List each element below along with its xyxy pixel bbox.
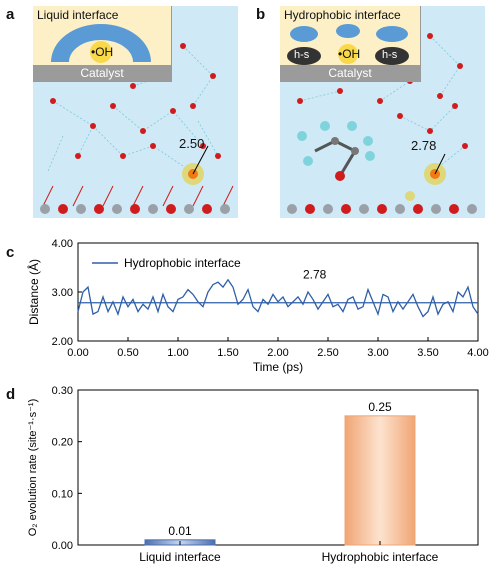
- hs-label-right: h-s: [382, 49, 398, 61]
- species-label-a: •OH: [91, 45, 114, 59]
- inset-hydrophobic: Hydrophobic interface h-s h-s •OH Cataly…: [280, 6, 421, 82]
- y-axis-label-c: Distance (Å): [26, 259, 41, 325]
- x-axis-label-c: Time (ps): [253, 360, 303, 374]
- distance-label-b: 2.78: [411, 138, 437, 153]
- x-tick-label-c: 2.00: [267, 347, 288, 359]
- x-tick-label-c: 0.00: [67, 347, 88, 359]
- distance-label-a: 2.50: [179, 136, 205, 151]
- annotation-mean-value: 2.78: [303, 267, 327, 281]
- y-tick-label-d: 0.00: [52, 540, 73, 552]
- x-tick-label-c: 1.00: [167, 347, 188, 359]
- inset-liquid: Liquid interface •OH Catalyst: [33, 6, 172, 82]
- y-axis-label-d: O₂ evolution rate (site⁻¹·s⁻¹): [27, 399, 39, 537]
- catalyst-bar-b: Catalyst: [280, 65, 420, 81]
- water-network-b: [287, 33, 477, 214]
- x-category-label: Hydrophobic interface: [322, 550, 439, 564]
- y-tick-label-c: 3.00: [52, 287, 73, 299]
- bar-value-label: 0.25: [368, 400, 392, 414]
- x-tick-label-c: 3.50: [417, 347, 438, 359]
- hydrophobic-inset-icons: [287, 24, 409, 65]
- bar-hydrophobic: [344, 415, 416, 546]
- catalyst-bar-a: Catalyst: [33, 65, 171, 81]
- bar-value-label: 0.01: [168, 524, 192, 538]
- series-line-hydrophobic: [77, 278, 479, 318]
- x-category-label: Liquid interface: [139, 550, 221, 564]
- panel-letter-a: a: [6, 6, 15, 23]
- hs-label-left: h-s: [294, 49, 310, 61]
- x-tick-label-c: 0.50: [117, 347, 138, 359]
- x-tick-label-c: 4.00: [467, 347, 488, 359]
- x-tick-label-c: 3.00: [367, 347, 388, 359]
- y-tick-label-c: 4.00: [52, 238, 73, 250]
- line-chart-distance: 0.00 0.50 1.00 1.50 2.00 2.50 3.00 3.50 4.00 2.00…: [26, 238, 489, 374]
- inset-title-a: Liquid interface: [37, 8, 119, 22]
- legend-label-c: Hydrophobic interface: [124, 256, 241, 270]
- y-tick-label-d: 0.10: [52, 488, 73, 500]
- panel-letter-c: c: [6, 244, 15, 261]
- y-tick-label-d: 0.30: [52, 385, 73, 397]
- bar-liquid: [144, 539, 216, 546]
- x-tick-label-c: 2.50: [317, 347, 338, 359]
- simulation-panel-a: 2.50 Liquid interface •OH Catalyst: [33, 6, 238, 218]
- simulation-panel-b: 2.78 Hydrophobic interface h-s h-s •OH C…: [280, 6, 485, 218]
- water-network-a: [40, 43, 234, 214]
- panel-letter-b: b: [256, 6, 266, 23]
- species-label-b: •OH: [338, 47, 361, 61]
- panel-letter-d: d: [6, 386, 16, 403]
- plot-frame-d: [77, 389, 479, 546]
- inset-title-b: Hydrophobic interface: [284, 8, 401, 22]
- water-dome-icon: [51, 24, 151, 63]
- y-tick-label-c: 2.00: [52, 336, 73, 348]
- y-tick-label-d: 0.20: [52, 437, 73, 449]
- x-tick-label-c: 1.50: [217, 347, 238, 359]
